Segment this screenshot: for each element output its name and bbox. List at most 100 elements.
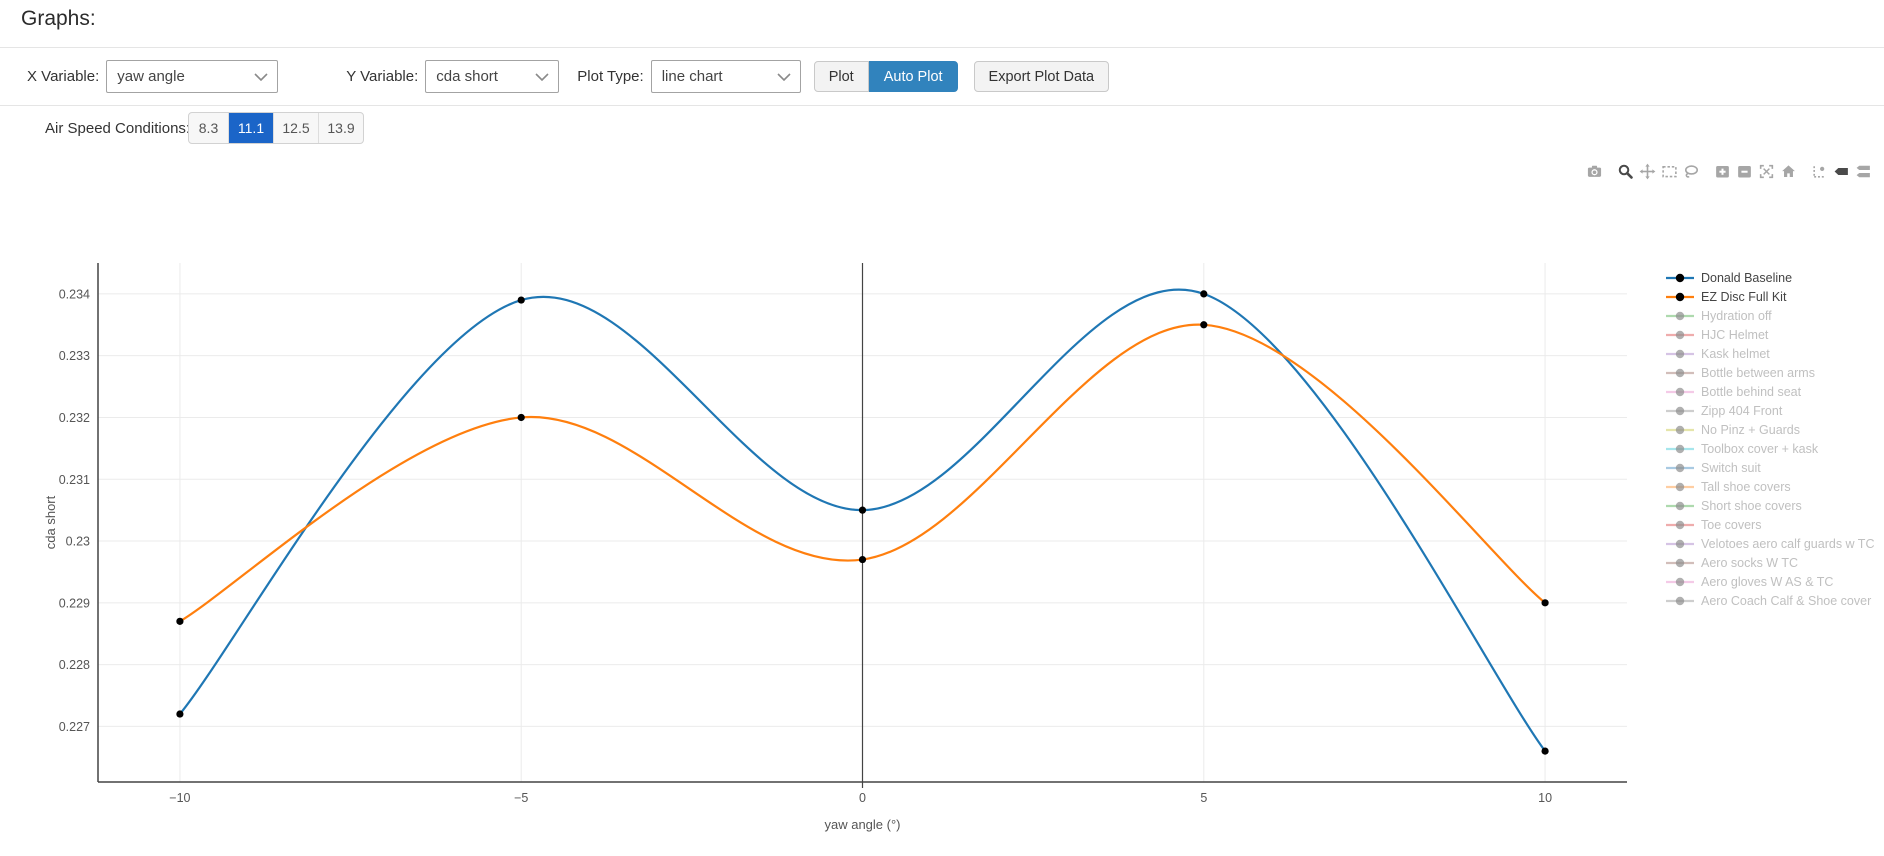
legend-swatch [1666,558,1694,567]
legend-item-7[interactable]: Zipp 404 Front [1665,401,1874,420]
air-speed-option-11.1[interactable]: 11.1 [228,113,273,143]
legend-item-4[interactable]: Kask helmet [1665,344,1874,363]
auto-plot-button[interactable]: Auto Plot [868,61,958,92]
plot-type-select[interactable]: line chart [650,60,801,93]
box-select-icon[interactable] [1658,162,1680,180]
y-variable-label: Y Variable: [346,68,419,85]
data-point[interactable] [176,617,184,625]
legend-item-15[interactable]: Aero socks W TC [1665,553,1874,572]
legend-label: No Pinz + Guards [1701,422,1801,437]
home-icon[interactable] [1777,162,1799,180]
legend-item-17[interactable]: Aero Coach Calf & Shoe cover [1665,591,1874,610]
legend-label: Toe covers [1701,517,1762,532]
page-title: Graphs: [21,7,96,30]
legend-item-8[interactable]: No Pinz + Guards [1665,420,1874,439]
legend-item-5[interactable]: Bottle between arms [1665,363,1874,382]
plot-type-value: line chart [661,68,723,85]
data-point[interactable] [1541,747,1549,755]
legend-swatch [1666,463,1694,472]
divider [0,105,1884,106]
chevron-down-icon [254,72,268,81]
plot-controls: X Variable: yaw angle Y Variable: cda sh… [0,48,1884,105]
divider [0,47,1884,48]
y-tick-label: 0.232 [59,411,90,425]
data-point[interactable] [1200,321,1208,329]
zoom-in-icon[interactable] [1711,162,1733,180]
y-axis-title: cda short [43,495,58,549]
line-chart[interactable]: 0.227 0.228 0.229 0.23 0.231 0.232 0.233 0.234 −… [0,210,1660,856]
plotly-modebar [1583,162,1874,180]
y-variable-select[interactable]: cda short [425,60,560,93]
air-speed-button-group: 8.3 11.1 12.5 13.9 [188,112,364,144]
y-tick-label: 0.23 [66,535,90,549]
legend-label: Tall shoe covers [1701,479,1791,494]
legend-label: Kask helmet [1701,346,1770,361]
legend-item-14[interactable]: Velotoes aero calf guards w TC [1665,534,1874,553]
chart-legend: Donald Baseline EZ Disc Full Kit Hydration… [1665,268,1874,610]
data-point[interactable] [176,710,184,718]
air-speed-conditions-label: Air Speed Conditions: [45,120,191,137]
legend-item-0[interactable]: Donald Baseline [1665,268,1874,287]
legend-item-13[interactable]: Toe covers [1665,515,1874,534]
legend-label: Bottle behind seat [1701,384,1802,399]
zoom-icon[interactable] [1614,162,1636,180]
legend-label: Short shoe covers [1701,498,1802,513]
spikelines-icon[interactable] [1808,162,1830,180]
data-point[interactable] [858,555,867,564]
x-tick-label: 10 [1538,791,1552,805]
hover-closest-icon[interactable] [1830,162,1852,180]
legend-swatch [1666,292,1694,301]
legend-swatch [1666,520,1694,529]
legend-swatch [1666,482,1694,491]
y-variable-value: cda short [436,68,498,85]
legend-swatch [1666,349,1694,358]
legend-item-3[interactable]: HJC Helmet [1665,325,1874,344]
legend-item-11[interactable]: Tall shoe covers [1665,477,1874,496]
legend-item-12[interactable]: Short shoe covers [1665,496,1874,515]
legend-swatch [1666,577,1694,586]
hover-compare-icon[interactable] [1852,162,1874,180]
legend-swatch [1666,444,1694,453]
air-speed-option-12.5[interactable]: 12.5 [273,113,318,143]
lasso-select-icon[interactable] [1680,162,1702,180]
x-axis-title: yaw angle (°) [824,817,900,832]
data-point[interactable] [858,506,867,514]
legend-swatch [1666,406,1694,415]
data-point[interactable] [1200,290,1208,298]
legend-item-10[interactable]: Switch suit [1665,458,1874,477]
export-plot-data-button[interactable]: Export Plot Data [973,61,1110,92]
legend-label: HJC Helmet [1701,327,1769,342]
x-variable-value: yaw angle [117,68,185,85]
x-tick-label: 5 [1200,791,1207,805]
x-variable-select[interactable]: yaw angle [106,60,279,93]
y-tick-label: 0.231 [59,473,90,487]
legend-label: Switch suit [1701,460,1761,475]
camera-icon[interactable] [1583,162,1605,180]
legend-swatch [1666,596,1694,605]
legend-swatch [1666,330,1694,339]
legend-item-2[interactable]: Hydration off [1665,306,1874,325]
plot-button[interactable]: Plot [813,61,869,92]
data-point[interactable] [1541,599,1549,607]
legend-item-6[interactable]: Bottle behind seat [1665,382,1874,401]
legend-label: Zipp 404 Front [1701,403,1783,418]
x-tick-label: −10 [169,791,190,805]
autoscale-icon[interactable] [1755,162,1777,180]
legend-swatch [1666,273,1694,282]
legend-label: Aero socks W TC [1701,555,1799,570]
zoom-out-icon[interactable] [1733,162,1755,180]
legend-label: Velotoes aero calf guards w TC [1701,536,1875,551]
legend-label: Toolbox cover + kask [1701,441,1819,456]
chart-area: 0.227 0.228 0.229 0.23 0.231 0.232 0.233 0.234 −… [0,150,1884,856]
legend-label: Hydration off [1701,308,1772,323]
data-point[interactable] [517,296,525,304]
pan-icon[interactable] [1636,162,1658,180]
legend-item-1[interactable]: EZ Disc Full Kit [1665,287,1874,306]
air-speed-option-13.9[interactable]: 13.9 [318,113,363,143]
legend-item-16[interactable]: Aero gloves W AS & TC [1665,572,1874,591]
legend-label: EZ Disc Full Kit [1701,289,1787,304]
legend-label: Aero Coach Calf & Shoe cover [1701,593,1872,608]
air-speed-option-8.3[interactable]: 8.3 [189,113,228,143]
legend-item-9[interactable]: Toolbox cover + kask [1665,439,1874,458]
data-point[interactable] [517,413,525,422]
